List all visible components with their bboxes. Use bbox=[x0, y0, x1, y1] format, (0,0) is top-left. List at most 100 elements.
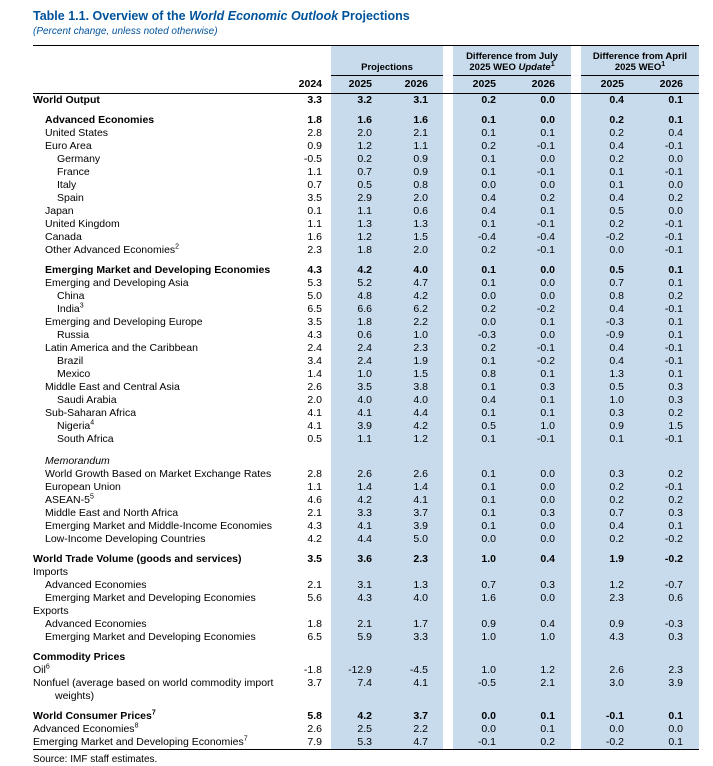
cell-value: 2.8 bbox=[307, 127, 322, 139]
cell-value bbox=[581, 257, 640, 264]
cell-value: 2.3 bbox=[387, 342, 443, 355]
cell-value: 0.1 bbox=[453, 520, 512, 533]
cell-value: 1.5 bbox=[387, 231, 443, 244]
column-gap bbox=[443, 455, 453, 468]
year-header-label-spacer bbox=[33, 76, 283, 93]
cell-value: 2.3 bbox=[581, 592, 640, 605]
cell-value: 1.0 bbox=[453, 664, 512, 677]
cell-value bbox=[387, 566, 443, 579]
cell-value: 0.3 bbox=[640, 394, 699, 407]
cell-value: -0.1 bbox=[640, 231, 699, 244]
cell-value: 1.8 bbox=[307, 618, 322, 630]
row-label: China bbox=[57, 290, 85, 302]
row-label: World Trade Volume (goods and services) bbox=[33, 553, 242, 565]
table-row: Italy 0.7 0.5 0.8 0.0 0.0 0.1 0.0 bbox=[33, 179, 699, 192]
cell-value bbox=[512, 546, 571, 553]
cell-value: 0.2 bbox=[453, 140, 512, 153]
cell-value: 0.1 bbox=[453, 218, 512, 231]
row-label: Imports bbox=[33, 566, 69, 578]
diff-july-group-header: Difference from July 2025 WEO Update1 bbox=[453, 46, 571, 76]
cell-value bbox=[331, 644, 387, 651]
column-gap bbox=[571, 264, 581, 277]
cell-value: -0.1 bbox=[581, 710, 640, 723]
cell-value: -0.2 bbox=[581, 736, 640, 749]
column-gap bbox=[571, 664, 581, 677]
cell-value: 1.3 bbox=[387, 218, 443, 231]
cell-value: -0.1 bbox=[640, 218, 699, 231]
title-italic: World Economic Outlook bbox=[189, 9, 339, 23]
cell-value: 0.3 bbox=[581, 468, 640, 481]
table-subtitle: (Percent change, unless noted otherwise) bbox=[33, 26, 218, 37]
cell-value: 0.2 bbox=[453, 244, 512, 257]
row-label: Canada bbox=[45, 231, 82, 243]
cell-value: 0.9 bbox=[387, 166, 443, 179]
column-gap bbox=[571, 736, 581, 749]
cell-value: 0.4 bbox=[453, 205, 512, 218]
cell-value: 1.2 bbox=[331, 140, 387, 153]
cell-value: -0.1 bbox=[512, 244, 571, 257]
spacer-row bbox=[33, 703, 699, 710]
cell-value: 0.5 bbox=[581, 264, 640, 277]
cell-value: 4.0 bbox=[387, 592, 443, 605]
cell-value: 4.0 bbox=[387, 264, 443, 277]
table-row: Middle East and Central Asia 2.6 3.5 3.8 0.1… bbox=[33, 381, 699, 394]
column-gap bbox=[443, 592, 453, 605]
row-label: Nonfuel (average based on world commodit… bbox=[33, 677, 274, 702]
cell-value: 0.1 bbox=[512, 394, 571, 407]
cell-value: 0.1 bbox=[453, 127, 512, 140]
column-gap bbox=[571, 205, 581, 218]
cell-value: 4.2 bbox=[331, 264, 387, 277]
cell-value: 1.4 bbox=[307, 368, 322, 380]
cell-value: -4.5 bbox=[387, 664, 443, 677]
table-row: Emerging and Developing Asia 5.3 5.2 4.7 0.1… bbox=[33, 277, 699, 290]
cell-value: 0.7 bbox=[581, 507, 640, 520]
column-gap bbox=[571, 179, 581, 192]
column-gap bbox=[443, 264, 453, 277]
cell-value: 0.1 bbox=[640, 114, 699, 127]
cell-value: 1.2 bbox=[331, 231, 387, 244]
row-label: Emerging and Developing Asia bbox=[45, 277, 189, 289]
row-label: Memorandum bbox=[45, 455, 110, 467]
cell-value bbox=[512, 703, 571, 710]
row-label: Low-Income Developing Countries bbox=[45, 533, 206, 545]
column-gap bbox=[443, 179, 453, 192]
cell-value bbox=[387, 446, 443, 455]
cell-value: -0.2 bbox=[512, 355, 571, 368]
cell-value: 4.0 bbox=[331, 394, 387, 407]
column-gap bbox=[443, 192, 453, 205]
column-gap bbox=[443, 631, 453, 644]
cell-value: 1.1 bbox=[307, 481, 322, 493]
cell-value: 0.7 bbox=[307, 179, 322, 191]
group-header-2024-spacer bbox=[283, 46, 331, 76]
diff-april-footnote-sup: 1 bbox=[661, 60, 666, 68]
column-gap bbox=[571, 114, 581, 127]
cell-value: 0.4 bbox=[640, 127, 699, 140]
row-label: Oil6 bbox=[33, 663, 50, 677]
cell-value: 4.2 bbox=[387, 290, 443, 303]
cell-value: 0.0 bbox=[453, 179, 512, 192]
table-row: Advanced Economies 1.8 2.1 1.7 0.9 0.4 0.9 -0.3 bbox=[33, 618, 699, 631]
column-gap bbox=[571, 394, 581, 407]
column-gap bbox=[571, 316, 581, 329]
table-row: European Union 1.1 1.4 1.4 0.1 0.0 0.2 -0.1 bbox=[33, 481, 699, 494]
cell-value: 6.6 bbox=[331, 303, 387, 316]
cell-value: 0.1 bbox=[581, 166, 640, 179]
table-row: Low-Income Developing Countries 4.2 4.4 5.0… bbox=[33, 533, 699, 546]
cell-value bbox=[387, 651, 443, 664]
column-gap bbox=[571, 192, 581, 205]
cell-value: 0.5 bbox=[453, 420, 512, 433]
row-label bbox=[33, 703, 283, 710]
cell-value: 1.9 bbox=[581, 553, 640, 566]
column-gap bbox=[571, 153, 581, 166]
column-gap bbox=[571, 507, 581, 520]
column-gap bbox=[571, 703, 581, 710]
cell-value: 0.9 bbox=[581, 420, 640, 433]
row-label: Sub-Saharan Africa bbox=[45, 407, 137, 419]
row-label: Middle East and Central Asia bbox=[45, 381, 180, 393]
cell-value: -0.1 bbox=[640, 355, 699, 368]
cell-value bbox=[512, 605, 571, 618]
cell-value: 2.0 bbox=[331, 127, 387, 140]
diff-april-group-header: Difference from April 2025 WEO1 bbox=[581, 46, 699, 76]
cell-value: 1.0 bbox=[512, 631, 571, 644]
spacer-row bbox=[33, 546, 699, 553]
